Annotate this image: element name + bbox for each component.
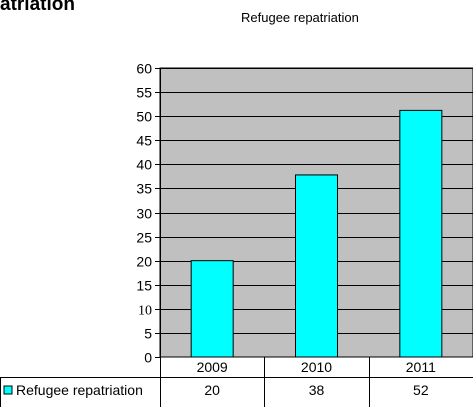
legend-swatch (3, 385, 13, 395)
y-tick-label: 0 (144, 350, 152, 366)
category-label: 2010 (301, 359, 332, 375)
y-tick-label: 45 (136, 133, 152, 149)
y-tick-label: 30 (136, 206, 152, 222)
table-value: 38 (309, 382, 325, 398)
data-table: 2009 2010 2011 Refugee repatriation 20 38 52 (0, 357, 473, 407)
y-tick-label: 5 (144, 326, 152, 342)
table-value: 52 (413, 382, 429, 398)
bar-2010 (295, 174, 338, 358)
category-label: 2011 (406, 359, 436, 375)
y-axis-ticks: 0 5 10 15 20 25 30 35 40 45 50 55 60 (136, 61, 161, 366)
y-tick-label: 55 (136, 85, 152, 101)
y-tick-label: 50 (136, 109, 152, 125)
chart-title: Refugee repatriation (241, 10, 359, 25)
y-tick-label: 60 (136, 61, 152, 77)
y-tick-label: 15 (136, 278, 152, 294)
category-label: 2009 (197, 359, 228, 375)
bar-2009 (190, 260, 234, 358)
y-tick-label: 10 (138, 304, 152, 319)
legend-label: Refugee repatriation (16, 382, 143, 398)
table-value: 20 (204, 382, 220, 398)
y-tick-label: 40 (136, 157, 152, 173)
header-title: atriation (0, 0, 75, 15)
y-tick-label: 20 (136, 254, 152, 270)
y-tick-label: 35 (136, 181, 152, 197)
bar-2011 (399, 109, 443, 358)
y-tick-label: 25 (136, 230, 152, 246)
bars (190, 109, 443, 358)
